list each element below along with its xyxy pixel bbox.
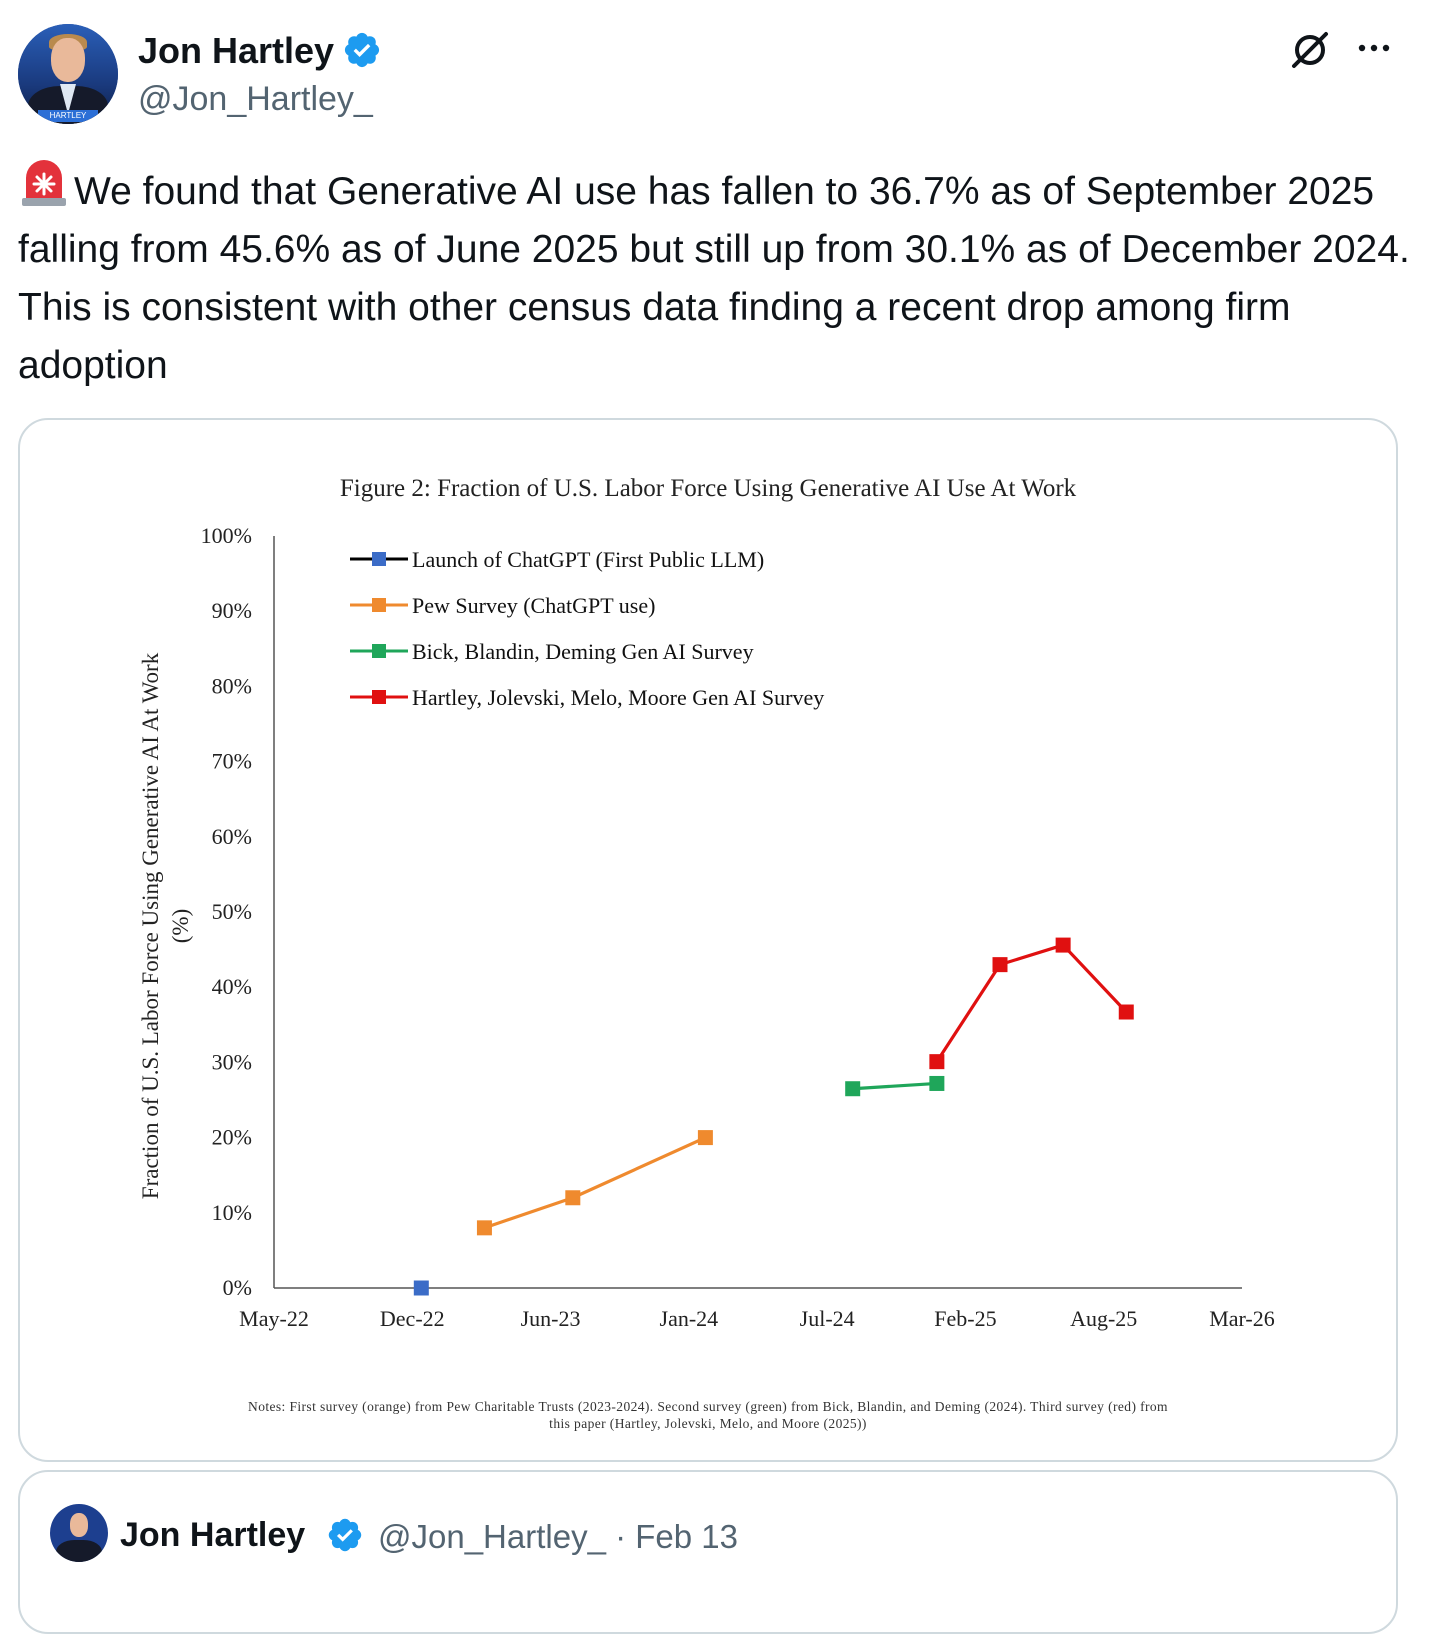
chart-y-tick-label: 40%	[212, 974, 252, 999]
chart-data-point	[929, 1075, 945, 1091]
verified-badge-icon	[344, 32, 380, 68]
chart-y-tick-label: 60%	[212, 824, 252, 849]
chart: Figure 2: Fraction of U.S. Labor Force U…	[138, 475, 1275, 1431]
quoted-author-name[interactable]: Jon Hartley	[120, 1516, 306, 1554]
grok-icon[interactable]	[1288, 28, 1332, 72]
tweet-text: We found that Generative AI use has fall…	[18, 158, 1418, 395]
author-avatar[interactable]: HARTLEY	[18, 24, 118, 124]
chart-x-tick-label: Dec-22	[380, 1306, 445, 1331]
chart-y-tick-label: 100%	[201, 523, 252, 548]
avatar-tag: HARTLEY	[38, 110, 98, 122]
chart-y-tick-label: 90%	[212, 598, 252, 623]
chart-legend-marker	[372, 690, 386, 704]
chart-legend-label: Launch of ChatGPT (First Public LLM)	[412, 547, 764, 572]
chart-y-tick-label: 10%	[212, 1200, 252, 1225]
chart-data-point	[1055, 937, 1071, 953]
chart-data-point	[929, 1054, 945, 1070]
chart-ylabel: Fraction of U.S. Labor Force Using Gener…	[138, 652, 163, 1199]
author-handle[interactable]: @Jon_Hartley_	[138, 80, 373, 118]
chart-x-tick-label: Feb-25	[934, 1306, 996, 1331]
chart-notes-line2: this paper (Hartley, Jolevski, Melo, and…	[549, 1416, 867, 1431]
chart-x-tick-label: Jan-24	[660, 1306, 719, 1331]
chart-y-tick-label: 30%	[212, 1049, 252, 1074]
quoted-verified-badge-icon	[328, 1518, 362, 1552]
chart-y-tick-label: 50%	[212, 899, 252, 924]
quoted-handle-date[interactable]: @Jon_Hartley_ · Feb 13	[378, 1518, 739, 1555]
media-card[interactable]: Figure 2: Fraction of U.S. Labor Force U…	[18, 418, 1398, 1462]
tweet-body: We found that Generative AI use has fall…	[18, 170, 1410, 387]
chart-ylabel-unit: (%)	[168, 909, 193, 943]
chart-y-tick-label: 80%	[212, 673, 252, 698]
chart-x-tick-label: Jul-24	[800, 1306, 855, 1331]
more-icon[interactable]	[1356, 38, 1392, 58]
chart-y-tick-label: 0%	[223, 1275, 252, 1300]
chart-title: Figure 2: Fraction of U.S. Labor Force U…	[340, 475, 1077, 502]
chart-legend-marker	[372, 644, 386, 658]
chart-series-line	[852, 1081, 937, 1091]
chart-notes-line1: Notes: First survey (orange) from Pew Ch…	[248, 1399, 1168, 1414]
chart-legend-label: Bick, Blandin, Deming Gen AI Survey	[412, 639, 754, 664]
chart-data-point	[1118, 1004, 1134, 1020]
quoted-tweet[interactable]: Jon Hartley @Jon_Hartley_ · Feb 13	[18, 1470, 1398, 1634]
chart-x-tick-label: May-22	[239, 1306, 309, 1331]
chart-data-point	[565, 1190, 581, 1206]
chart-y-tick-label: 70%	[212, 749, 252, 774]
chart-legend-marker	[372, 598, 386, 612]
chart-x-tick-label: Jun-23	[521, 1306, 581, 1331]
chart-data-point	[476, 1220, 492, 1236]
chart-x-tick-label: Mar-26	[1209, 1306, 1275, 1331]
chart-series-line	[483, 1136, 707, 1230]
chart-data-point	[845, 1081, 861, 1097]
chart-legend-marker	[372, 552, 386, 566]
author-name[interactable]: Jon Hartley	[138, 30, 335, 71]
chart-y-tick-label: 20%	[212, 1125, 252, 1150]
chart-x-tick-label: Aug-25	[1070, 1306, 1137, 1331]
chart-data-point	[413, 1280, 429, 1296]
chart-data-point	[697, 1130, 713, 1146]
quoted-avatar[interactable]	[50, 1504, 108, 1562]
chart-legend-label: Hartley, Jolevski, Melo, Moore Gen AI Su…	[412, 685, 824, 710]
chart-series-line	[935, 943, 1128, 1063]
siren-emoji-icon	[22, 160, 66, 206]
chart-legend-label: Pew Survey (ChatGPT use)	[412, 593, 655, 618]
chart-data-point	[992, 957, 1008, 973]
